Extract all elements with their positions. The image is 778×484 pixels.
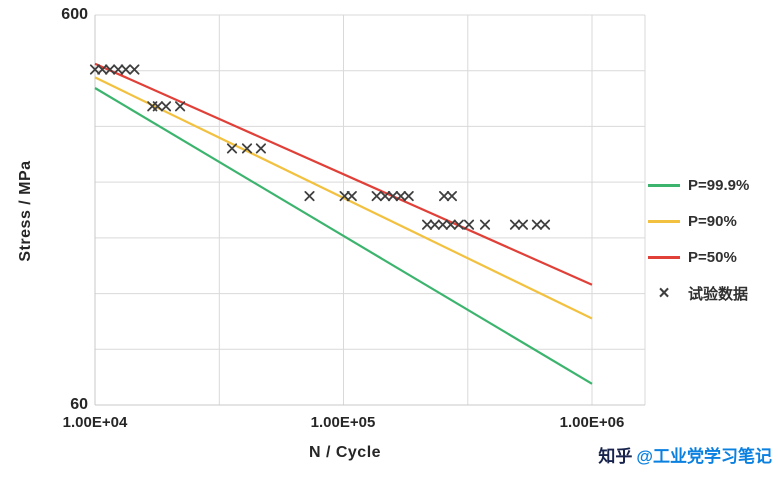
legend-label: 试验数据 [688,286,749,303]
legend-item-p999: P=99.9% [648,175,778,196]
legend: P=99.9% P=90% P=50% × 试验数据 [648,175,778,304]
watermark-brand: 知乎 [598,447,633,466]
x-tick-1e6: 1.00E+06 [559,414,625,431]
legend-label: P=99.9% [688,177,750,194]
line-swatch-red [648,256,680,259]
legend-item-p90: P=90% [648,211,778,232]
line-swatch-green [648,184,680,187]
x-marker-icon: × [658,282,670,304]
y-axis-title: Stress / MPa [17,160,34,262]
y-tick-600: 600 [61,6,88,23]
x-tick-1e5: 1.00E+05 [310,414,376,431]
line-swatch-yellow [648,220,680,223]
watermark: 知乎 @工业党学习笔记 [598,442,772,467]
x-axis-title: N / Cycle [308,444,382,461]
plot-area [89,14,646,406]
watermark-handle: @工业党学习笔记 [636,447,772,466]
legend-label: P=50% [688,249,737,266]
legend-item-p50: P=50% [648,247,778,268]
legend-label: P=90% [688,213,737,230]
legend-item-test-data: × 试验数据 [648,283,778,304]
y-tick-60: 60 [70,396,88,413]
x-tick-1e4: 1.00E+04 [62,414,128,431]
